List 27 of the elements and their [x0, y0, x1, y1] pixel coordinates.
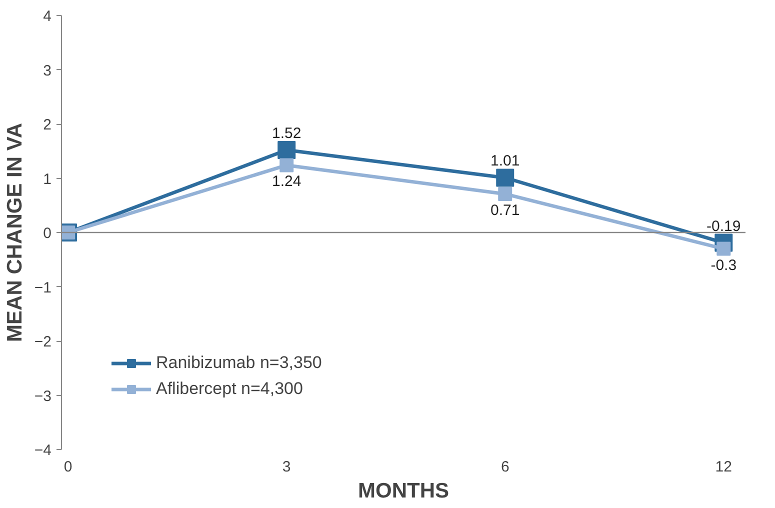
legend-label: Ranibizumab n=3,350 — [156, 353, 322, 373]
data-label: -0.19 — [706, 218, 741, 235]
y-axis-title: MEAN CHANGE IN VA — [3, 123, 26, 342]
y-tick-label: −2 — [34, 334, 52, 350]
data-label: 1.24 — [272, 173, 302, 190]
legend-label: Aflibercept n=4,300 — [156, 379, 303, 399]
y-tick-label: 2 — [43, 116, 52, 134]
x-tick-label: 0 — [64, 458, 72, 476]
y-tick-label: 1 — [43, 170, 52, 188]
data-label: 1.01 — [490, 152, 520, 170]
point — [278, 141, 296, 160]
y-tick-label: 3 — [43, 62, 52, 80]
y-tick-label: −1 — [34, 279, 52, 296]
y-tick-label: 4 — [43, 8, 52, 25]
data-label: -0.3 — [710, 256, 737, 274]
data-label: 0.71 — [490, 202, 520, 219]
point — [498, 186, 512, 201]
y-tick-label: −4 — [34, 442, 52, 459]
y-tick-label: 0 — [43, 225, 52, 242]
x-axis-title: MONTHS — [358, 480, 450, 502]
point — [496, 168, 514, 187]
data-label: 1.52 — [272, 125, 302, 142]
x-tick-label: 6 — [500, 458, 510, 476]
x-tick-label: 3 — [282, 458, 291, 476]
y-tick-label: −3 — [34, 388, 52, 405]
point — [280, 158, 294, 172]
x-tick-label: 12 — [715, 458, 732, 476]
